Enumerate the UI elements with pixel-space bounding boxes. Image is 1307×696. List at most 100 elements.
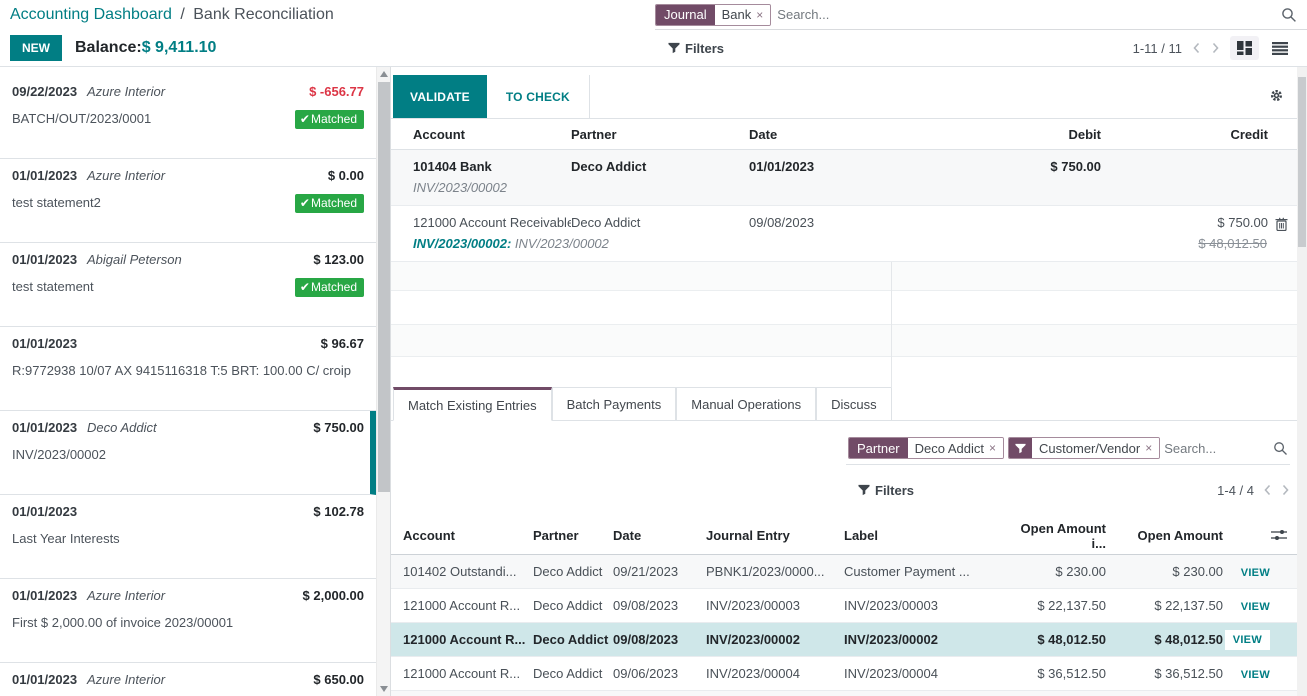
row-date: 09/08/2023: [613, 598, 679, 613]
line-date: 09/22/2023: [12, 84, 78, 99]
sidebar-scrollbar-thumb[interactable]: [378, 82, 390, 492]
statement-line[interactable]: 01/01/2023 Azure Interior $ 0.00 test st…: [0, 159, 376, 243]
tab-batch-payments[interactable]: Batch Payments: [551, 387, 677, 420]
entry-reference: INV/2023/00002: [514, 236, 609, 251]
breadcrumb: Accounting Dashboard / Bank Reconciliati…: [0, 0, 655, 30]
search-icon[interactable]: [1281, 7, 1297, 23]
match-row-selected[interactable]: 121000 Account R... Deco Addict 09/08/20…: [391, 623, 1297, 657]
statement-line[interactable]: 01/01/2023 Azure Interior $ 2,000.00 Fir…: [0, 579, 376, 663]
kanban-view-icon[interactable]: [1230, 36, 1259, 60]
remove-facet-icon[interactable]: ×: [1145, 441, 1153, 455]
statement-line[interactable]: 01/01/2023 Abigail Peterson $ 123.00 tes…: [0, 243, 376, 327]
search-input[interactable]: [777, 7, 1275, 22]
column-open-amount-currency: Open Amount i...: [1020, 520, 1106, 551]
filters-button[interactable]: Filters: [668, 41, 724, 56]
view-button[interactable]: VIEW: [1240, 567, 1270, 579]
to-check-button[interactable]: TO CHECK: [486, 75, 590, 118]
statement-line[interactable]: 01/01/2023 $ 96.67 R:9772938 10/07 AX 94…: [0, 327, 376, 411]
statement-line[interactable]: 01/01/2023 Azure Interior $ 650.00: [0, 663, 376, 696]
balance-label: Balance:: [75, 39, 142, 56]
panel-buttons-row: VALIDATE TO CHECK: [391, 75, 1297, 119]
gear-icon[interactable]: [1269, 88, 1284, 106]
check-icon: ✔: [299, 196, 310, 211]
tab-discuss[interactable]: Discuss: [816, 387, 892, 420]
match-row[interactable]: 101402 Outstandi... Deco Addict 09/21/20…: [391, 555, 1297, 589]
view-switcher: [1230, 36, 1295, 60]
statement-line[interactable]: 01/01/2023 $ 102.78 Last Year Interests: [0, 495, 376, 579]
statement-lines-list: 09/22/2023 Azure Interior $ -656.77 BATC…: [0, 67, 376, 696]
scroll-down-icon[interactable]: [380, 686, 388, 692]
entry-partner: Deco Addict: [571, 159, 647, 174]
line-amount: $ 2,000.00: [302, 588, 364, 603]
search-facet-customer-vendor: Customer/Vendor ×: [1008, 437, 1161, 459]
statement-line[interactable]: 09/22/2023 Azure Interior $ -656.77 BATC…: [0, 75, 376, 159]
notebook-tabs: Match Existing Entries Batch Payments Ma…: [391, 387, 1297, 421]
pager-previous-icon[interactable]: [1192, 42, 1201, 54]
column-partner: Partner: [571, 126, 617, 142]
entry-line[interactable]: 121000 Account Receivable Deco Addict 09…: [391, 206, 1297, 262]
statement-line-selected[interactable]: 01/01/2023 Deco Addict $ 750.00 INV/2023…: [0, 411, 376, 495]
global-search-bar: Journal Bank ×: [655, 0, 1307, 30]
main-scrollbar[interactable]: [1297, 67, 1307, 696]
matched-badge: ✔ Matched: [294, 194, 364, 214]
row-date: 09/08/2023: [613, 632, 679, 647]
column-open-amount: Open Amount: [1137, 528, 1223, 543]
entry-date: 09/08/2023: [749, 215, 815, 230]
column-account: Account: [413, 126, 465, 142]
tab-match-existing-entries[interactable]: Match Existing Entries: [393, 387, 552, 421]
remove-facet-icon[interactable]: ×: [756, 7, 764, 22]
row-partner: Deco Addict: [533, 632, 609, 647]
validate-button[interactable]: VALIDATE: [393, 75, 487, 118]
view-button[interactable]: VIEW: [1240, 669, 1270, 681]
match-row[interactable]: 121000 Account R... Deco Addict 09/06/20…: [391, 657, 1297, 691]
match-row[interactable]: 121000 Account R... Deco Addict 09/08/20…: [391, 589, 1297, 623]
line-amount: $ 96.67: [320, 336, 364, 351]
breadcrumb-accounting-dashboard[interactable]: Accounting Dashboard: [10, 6, 172, 23]
pager-previous-icon[interactable]: [1263, 484, 1272, 496]
row-journal-entry: PBNK1/2023/0000...: [706, 564, 825, 579]
matched-badge: ✔ Matched: [294, 110, 364, 130]
line-amount: $ 750.00: [313, 420, 364, 435]
line-partner: Abigail Peterson: [87, 252, 182, 267]
column-label: Label: [844, 528, 878, 543]
trash-icon[interactable]: [1275, 217, 1288, 234]
row-partner: Deco Addict: [533, 564, 603, 579]
facet-value: Deco Addict: [914, 440, 985, 456]
row-label: INV/2023/00002: [844, 632, 938, 647]
filter-funnel-icon: [1015, 443, 1026, 453]
line-date: 01/01/2023: [12, 588, 78, 603]
entry-credit: [1101, 157, 1268, 177]
column-debit: Debit: [1068, 126, 1102, 142]
sidebar-scrollbar[interactable]: [376, 67, 390, 696]
filter-funnel-icon: [858, 484, 870, 496]
row-open-amount: $ 48,012.50: [1154, 632, 1223, 647]
row-account: 121000 Account R...: [403, 632, 526, 647]
pager-next-icon[interactable]: [1281, 484, 1290, 496]
entry-reference-link[interactable]: INV/2023/00002:: [413, 236, 512, 251]
row-open-amount: $ 230.00: [1172, 564, 1223, 579]
pager-next-icon[interactable]: [1211, 42, 1220, 54]
list-view-icon[interactable]: [1265, 37, 1295, 60]
match-filters-button[interactable]: Filters: [858, 483, 914, 498]
match-search-input[interactable]: [1164, 440, 1269, 456]
line-partner: Azure Interior: [87, 672, 166, 687]
view-button[interactable]: VIEW: [1224, 629, 1270, 650]
tab-manual-operations[interactable]: Manual Operations: [676, 387, 817, 420]
entry-line[interactable]: 101404 Bank Deco Addict 01/01/2023 $ 750…: [391, 150, 1297, 206]
entry-table-header: Account Partner Date Debit Credit: [391, 119, 1297, 150]
line-label: INV/2023/00002: [12, 447, 106, 463]
new-button[interactable]: NEW: [10, 35, 62, 61]
view-button[interactable]: VIEW: [1240, 601, 1270, 613]
main-scrollbar-thumb[interactable]: [1298, 77, 1306, 247]
row-label: Customer Payment ...: [844, 564, 970, 579]
line-partner: Deco Addict: [87, 420, 157, 435]
facet-value: Bank: [721, 7, 752, 22]
line-label: R:9772938 10/07 AX 9415116318 T:5 BRT: 1…: [12, 363, 351, 379]
scroll-up-icon[interactable]: [380, 71, 388, 77]
row-open-amount-currency: $ 48,012.50: [1037, 632, 1106, 647]
column-credit: Credit: [1230, 126, 1268, 142]
optional-columns-icon[interactable]: [1271, 529, 1287, 544]
line-partner: Azure Interior: [87, 84, 166, 99]
remove-facet-icon[interactable]: ×: [989, 441, 997, 455]
search-icon[interactable]: [1273, 441, 1288, 456]
